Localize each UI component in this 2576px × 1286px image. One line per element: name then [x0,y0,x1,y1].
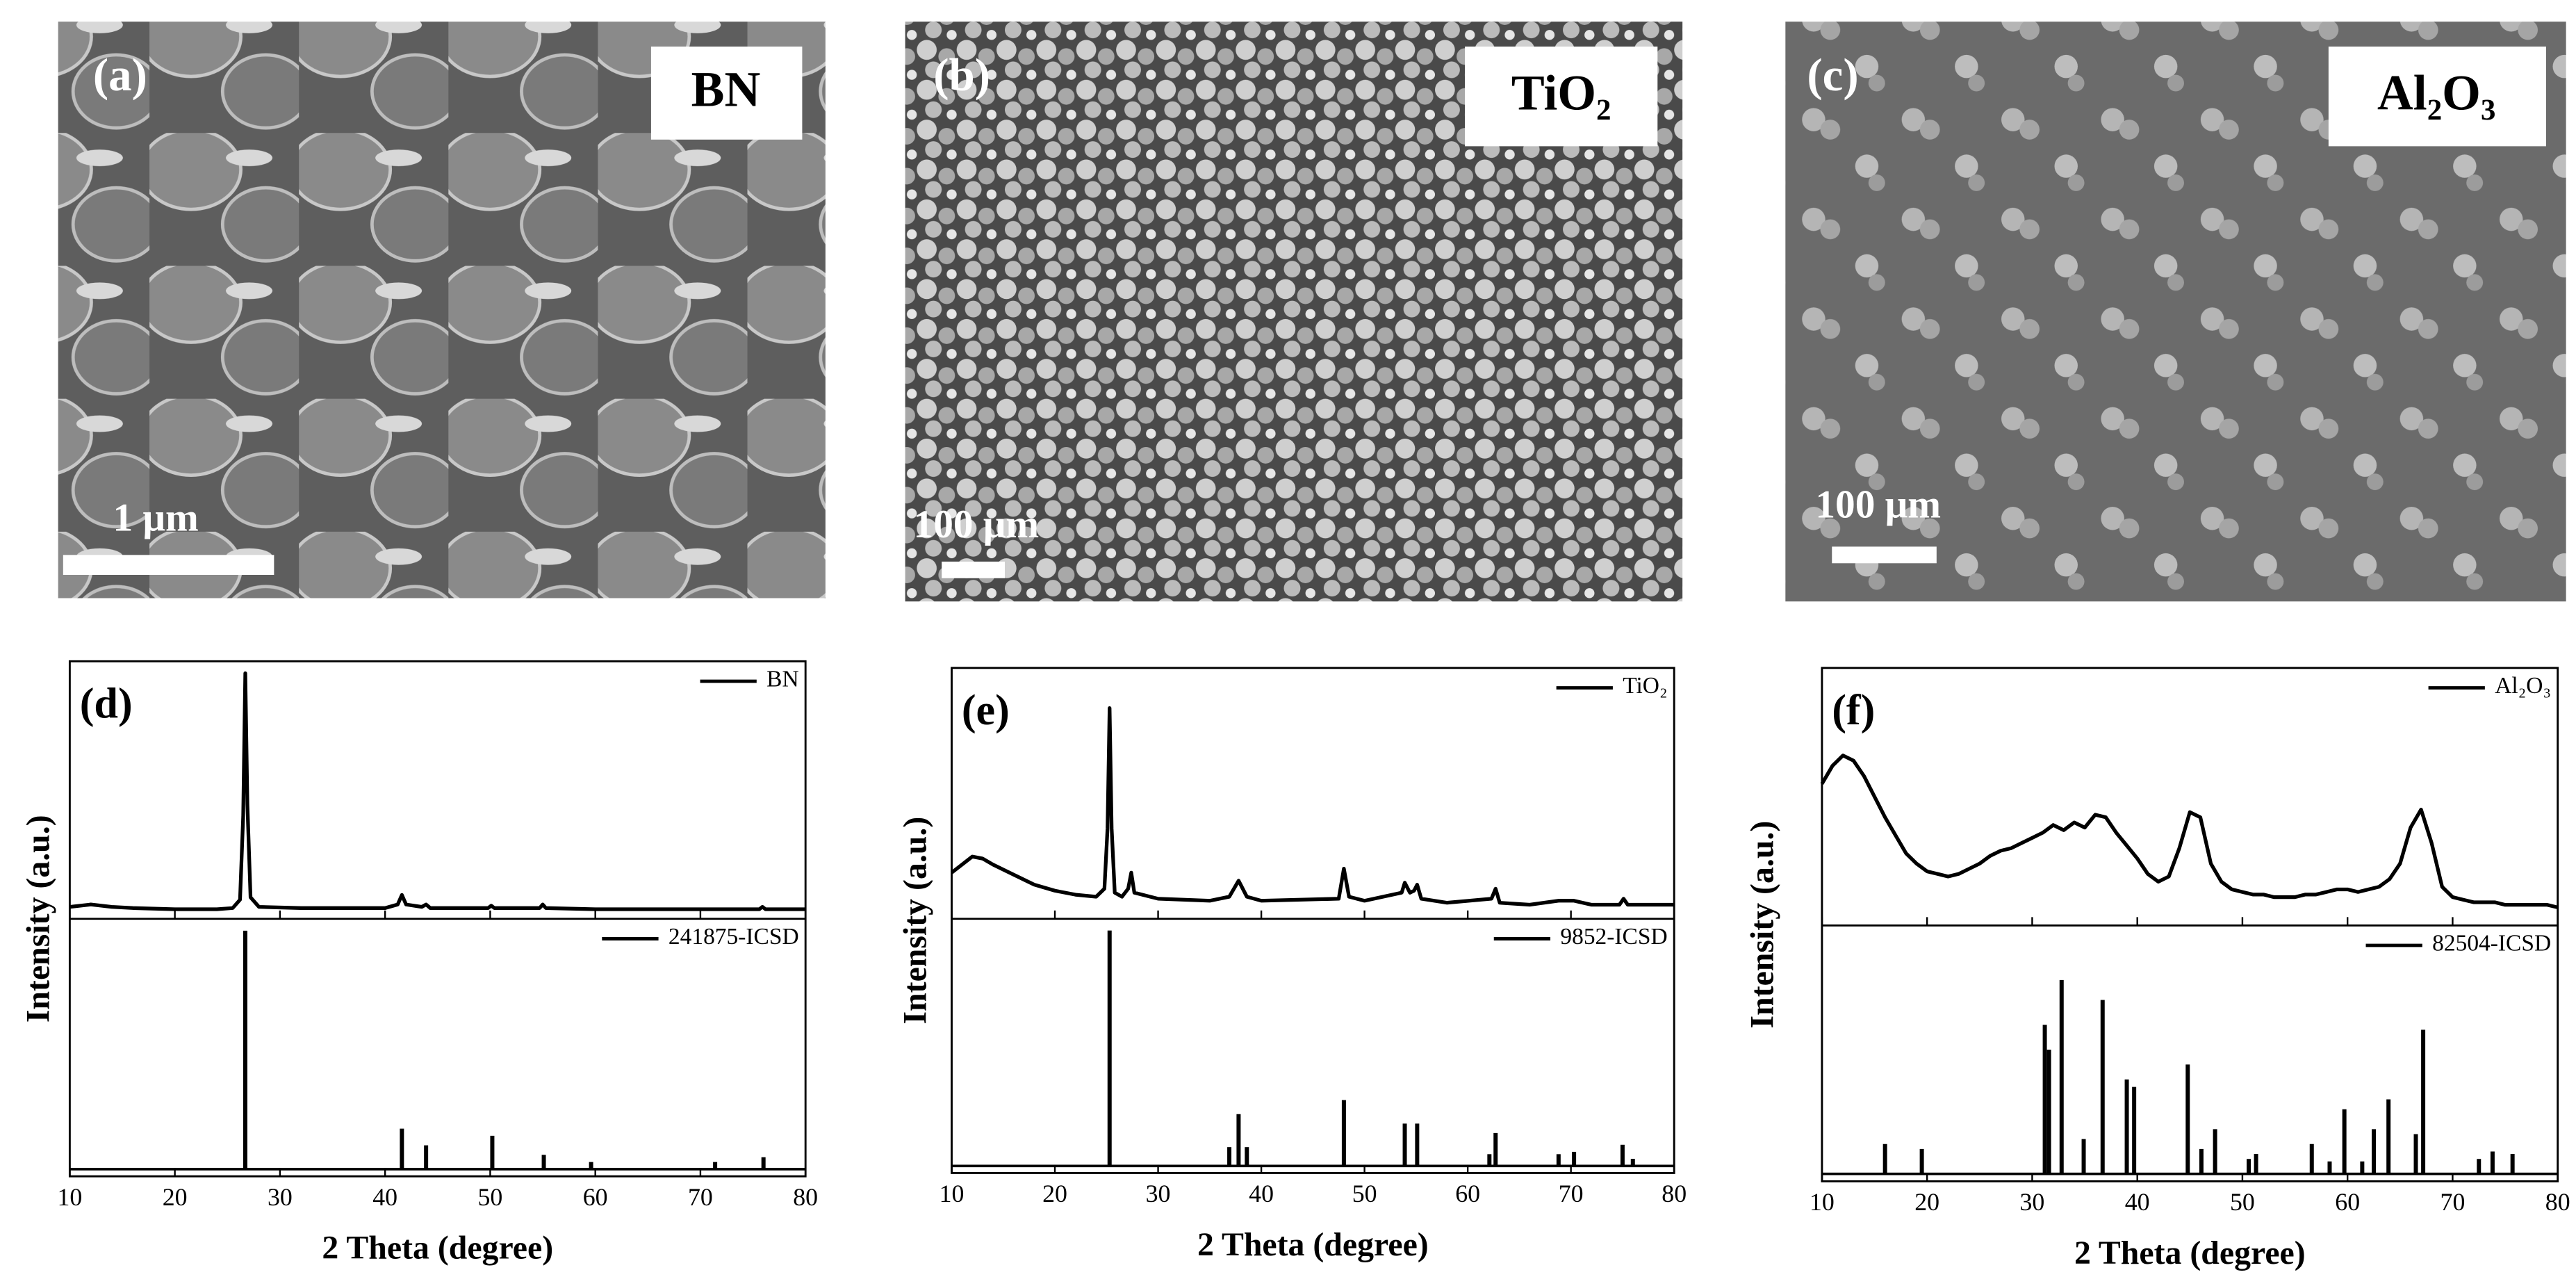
x-tick-label: 50 [2230,1188,2255,1216]
x-axis-label: 2 Theta (degree) [1197,1226,1429,1263]
x-tick-label: 80 [1662,1180,1687,1207]
material-label: Al₂O₃ [2377,65,2495,121]
x-tick-label: 30 [1146,1180,1171,1207]
legend-label: BN [766,667,798,692]
x-tick-label: 10 [940,1180,965,1207]
x-tick-label: 70 [1559,1180,1584,1207]
y-axis-label: Intensity (a.u.) [1744,821,1781,1029]
sem-a: (a) BN 1 μm [58,22,826,599]
x-tick-label: 40 [372,1183,397,1211]
label-box [650,46,803,140]
scale-bar [1832,546,1937,564]
panel-label: (b) [933,49,990,101]
x-tick-label: 40 [1249,1180,1274,1207]
legend-label: TiO₂ [1623,673,1667,699]
plot-frame [951,667,1675,1174]
x-tick-label: 60 [2335,1188,2360,1216]
scale-bar-label: 100 μm [1815,483,1941,527]
scale-bar [942,561,1005,578]
scale-bar-label: 1 μm [113,496,199,540]
x-tick-label: 20 [163,1183,188,1211]
sem-b: (b) TiO₂ 100 μm [905,22,1683,602]
panel-label: (a) [93,49,147,101]
material-label: BN [691,62,761,117]
scale-bar [63,555,274,576]
x-tick-label: 40 [2125,1188,2150,1216]
pattern-line [69,671,806,911]
label-box [2328,46,2546,147]
x-tick-label: 70 [688,1183,713,1211]
x-tick-label: 80 [2545,1188,2570,1216]
x-tick-label: 60 [583,1183,608,1211]
panel-label: (e) [962,687,1010,734]
legend-label: 241875-ICSD [668,924,799,950]
panel-label: (f) [1832,687,1875,734]
x-axis-label: 2 Theta (degree) [322,1230,553,1267]
x-tick-label: 20 [1042,1180,1067,1207]
sem-c: (c) Al₂O₃ 100 μm [1785,22,2566,602]
label-box [1465,46,1658,147]
pattern-line [1820,754,2559,909]
x-tick-label: 80 [793,1183,818,1211]
x-tick-label: 20 [1914,1188,1939,1216]
x-tick-label: 10 [1810,1188,1835,1216]
scale-bar-label: 100 μm [914,503,1040,546]
legend-label: Al₂O₃ [2495,673,2551,699]
x-tick-label: 50 [477,1183,502,1211]
legend-label: 82504-ICSD [2432,931,2551,957]
y-axis-label: Intensity (a.u.) [20,815,57,1023]
x-tick-label: 10 [57,1183,82,1211]
x-axis-label: 2 Theta (degree) [2074,1235,2306,1271]
x-tick-label: 70 [2440,1188,2466,1216]
x-tick-label: 30 [2020,1188,2045,1216]
legend-label: 9852-ICSD [1560,924,1667,950]
panel-label: (d) [80,680,133,727]
pattern-line [950,706,1675,907]
panel-label: (c) [1807,49,1858,101]
material-label: TiO₂ [1511,65,1611,121]
y-axis-label: Intensity (a.u.) [897,817,934,1025]
x-tick-label: 60 [1455,1180,1480,1207]
x-tick-label: 30 [268,1183,293,1211]
x-tick-label: 50 [1352,1180,1377,1207]
